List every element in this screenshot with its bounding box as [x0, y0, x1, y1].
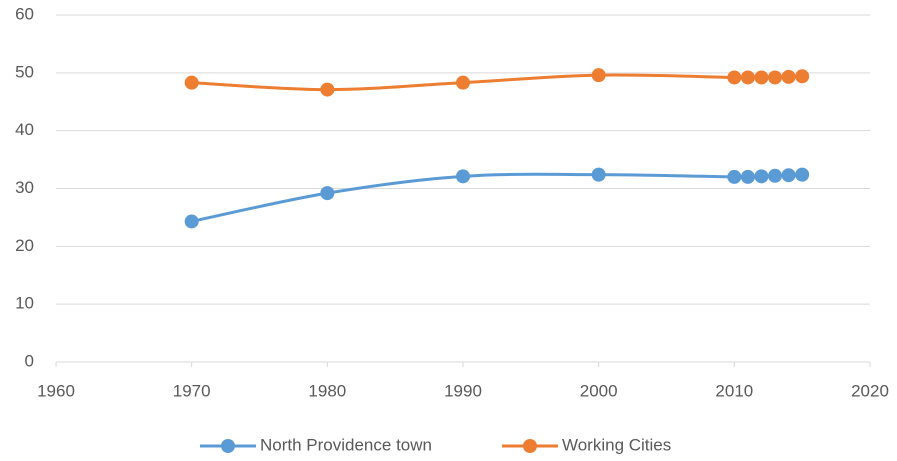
- data-point: [456, 169, 470, 184]
- data-point: [727, 70, 742, 85]
- data-point: [727, 169, 742, 184]
- data-point: [184, 214, 199, 229]
- y-tick-label: 20: [15, 236, 34, 255]
- data-point: [320, 186, 335, 201]
- y-tick-label: 50: [15, 62, 34, 81]
- data-point: [591, 167, 606, 182]
- data-point: [740, 169, 755, 184]
- legend-marker: [522, 439, 537, 453]
- x-tick-label: 1960: [37, 381, 75, 400]
- data-point: [456, 75, 470, 90]
- series-line: [191, 73, 803, 92]
- data-point: [740, 70, 755, 85]
- x-tick-label: 2000: [580, 381, 618, 400]
- legend-label: Working Cities: [562, 435, 671, 454]
- legend-label: North Providence town: [260, 435, 432, 454]
- x-tick-label: 1980: [308, 381, 346, 400]
- y-tick-label: 0: [25, 351, 34, 370]
- data-point: [754, 169, 769, 184]
- series-line: [191, 172, 803, 223]
- x-tick-label: 1990: [444, 381, 482, 400]
- x-tick-label: 2020: [851, 381, 889, 400]
- data-point: [768, 70, 783, 85]
- legend-marker: [221, 439, 235, 453]
- data-point: [781, 69, 796, 84]
- y-tick-label: 30: [15, 178, 34, 197]
- data-point: [781, 168, 796, 183]
- y-tick-label: 10: [15, 294, 34, 313]
- data-point: [320, 82, 335, 97]
- x-tick-label: 2010: [715, 381, 753, 400]
- data-point: [754, 70, 769, 85]
- data-point: [768, 168, 783, 183]
- y-tick-label: 60: [15, 4, 34, 23]
- data-point: [795, 167, 810, 182]
- data-point: [184, 75, 199, 90]
- y-tick-label: 40: [15, 120, 34, 139]
- data-point: [795, 69, 810, 84]
- x-tick-label: 1970: [173, 381, 211, 400]
- data-point: [591, 68, 606, 83]
